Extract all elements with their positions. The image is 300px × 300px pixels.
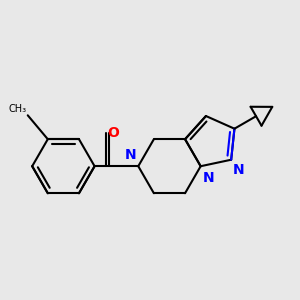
Text: N: N [203, 171, 215, 185]
Text: N: N [125, 148, 137, 163]
Text: CH₃: CH₃ [8, 104, 26, 114]
Text: O: O [107, 127, 119, 140]
Text: N: N [233, 163, 244, 177]
